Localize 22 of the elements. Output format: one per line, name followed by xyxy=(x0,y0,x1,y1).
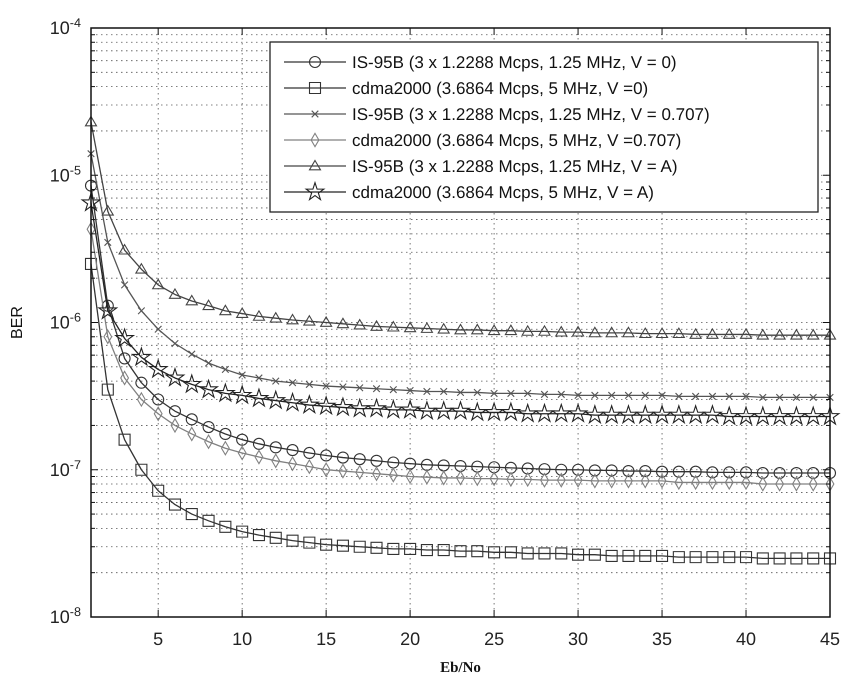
y-tick-label: 10$^{-7}$ xyxy=(50,458,81,480)
x-tick-label: 30 xyxy=(568,629,588,649)
y-axis-title: BER xyxy=(9,306,26,339)
y-tick-label: 10$^{-6}$ xyxy=(50,310,81,332)
x-axis-title: Eb/No xyxy=(440,660,481,676)
x-tick-label: 10 xyxy=(232,629,252,649)
y-tick-label: 10$^{-4}$ xyxy=(50,16,81,38)
y-tick-label: 10$^{-5}$ xyxy=(50,163,81,186)
legend-label: IS-95B (3 x 1.2288 Mcps, 1.25 MHz, V = 0.707) xyxy=(352,105,710,124)
legend-label: cdma2000 (3.6864 Mcps, 5 MHz, V = A) xyxy=(352,183,654,202)
x-tick-label: 20 xyxy=(400,629,420,649)
y-tick-label: 10$^{-8}$ xyxy=(50,605,81,627)
x-tick-label: 5 xyxy=(153,629,164,649)
x-tick-label: 45 xyxy=(820,629,840,649)
legend-label: IS-95B (3 x 1.2288 Mcps, 1.25 MHz, V = A) xyxy=(352,157,678,176)
x-tick-label: 40 xyxy=(736,629,756,649)
x-tick-label: 35 xyxy=(652,629,672,649)
legend-label: cdma2000 (3.6864 Mcps, 5 MHz, V =0) xyxy=(352,79,648,98)
legend-label: cdma2000 (3.6864 Mcps, 5 MHz, V =0.707) xyxy=(352,131,682,150)
legend-label: IS-95B (3 x 1.2288 Mcps, 1.25 MHz, V = 0) xyxy=(352,53,677,72)
x-tick-label: 15 xyxy=(316,629,336,649)
x-tick-label: 25 xyxy=(484,629,504,649)
